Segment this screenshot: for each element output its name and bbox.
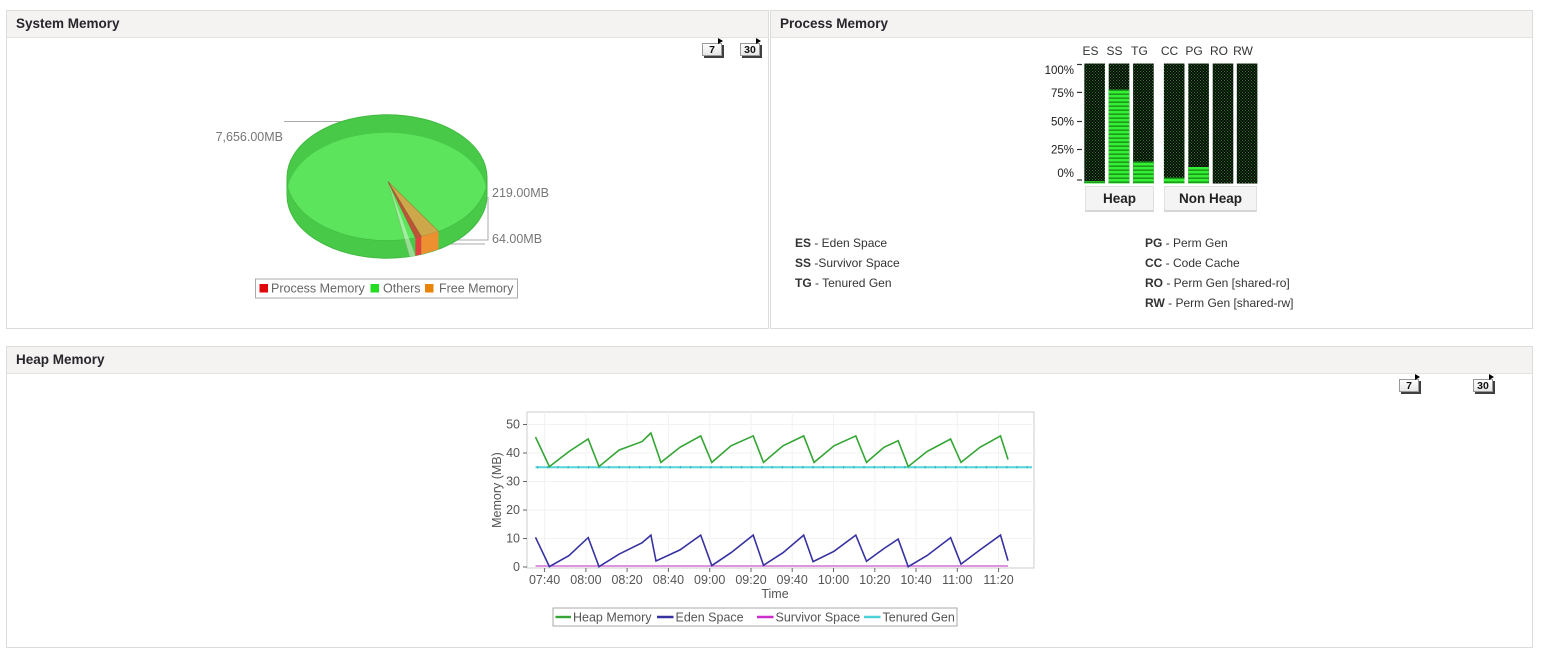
svg-text:Eden Space: Eden Space [676,611,744,625]
svg-text:0: 0 [513,560,520,574]
svg-text:50: 50 [506,418,520,432]
svg-text:RO: RO [1210,44,1228,58]
svg-text:SS: SS [1106,44,1122,58]
svg-text:TG: TG [1131,44,1148,58]
svg-text:CC: CC [1161,44,1179,58]
svg-text:08:20: 08:20 [611,573,642,587]
svg-text:50%: 50% [1051,116,1074,128]
svg-text:10: 10 [506,532,520,546]
svg-text:20: 20 [506,503,520,517]
svg-text:40: 40 [506,446,520,460]
svg-text:Memory (MB): Memory (MB) [490,452,504,528]
svg-text:09:20: 09:20 [735,573,766,587]
svg-text:PG: PG [1185,44,1202,58]
svg-text:0%: 0% [1057,168,1074,180]
svg-text:PG - Perm Gen: PG - Perm Gen [1145,236,1228,250]
svg-text:ES - Eden Space: ES - Eden Space [795,236,887,250]
svg-text:Free Memory: Free Memory [439,282,514,296]
svg-text:09:00: 09:00 [694,573,725,587]
svg-text:RW: RW [1233,44,1253,58]
svg-text:11:00: 11:00 [942,573,972,587]
svg-text:7,656.00MB: 7,656.00MB [216,130,283,144]
svg-text:08:40: 08:40 [653,573,684,587]
svg-text:10:20: 10:20 [859,573,890,587]
svg-text:11:20: 11:20 [983,573,1013,587]
svg-text:30: 30 [506,475,520,489]
svg-text:64.00MB: 64.00MB [492,232,542,246]
svg-text:SS -Survivor Space: SS -Survivor Space [795,256,900,270]
svg-text:219.00MB: 219.00MB [492,186,549,200]
svg-text:Survivor Space: Survivor Space [776,611,861,625]
svg-text:10:40: 10:40 [900,573,931,587]
svg-text:10:00: 10:00 [818,573,849,587]
svg-text:Others: Others [383,282,421,296]
svg-text:TG - Tenured Gen: TG - Tenured Gen [795,276,892,290]
svg-text:CC - Code Cache: CC - Code Cache [1145,256,1240,270]
svg-text:09:40: 09:40 [777,573,808,587]
svg-text:Time: Time [761,587,788,601]
svg-text:Heap Memory: Heap Memory [573,611,652,625]
svg-text:RO - Perm Gen [shared-ro]: RO - Perm Gen [shared-ro] [1145,276,1290,290]
svg-text:ES: ES [1082,44,1098,58]
svg-text:07:40: 07:40 [529,573,560,587]
svg-text:08:00: 08:00 [570,573,601,587]
svg-text:Process Memory: Process Memory [271,282,366,296]
svg-text:100%: 100% [1045,65,1074,77]
svg-text:RW - Perm Gen [shared-rw]: RW - Perm Gen [shared-rw] [1145,296,1293,310]
svg-text:Tenured Gen: Tenured Gen [883,611,955,625]
svg-text:25%: 25% [1051,145,1074,157]
svg-text:75%: 75% [1051,88,1074,100]
